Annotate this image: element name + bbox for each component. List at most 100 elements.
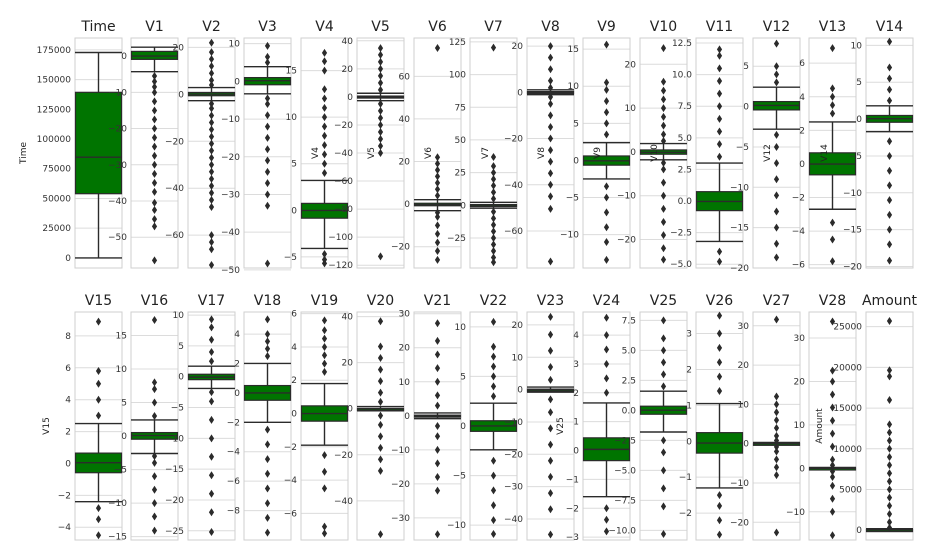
outlier-point xyxy=(547,42,554,51)
y-tick-label: 2.5 xyxy=(678,165,692,175)
outlier-point xyxy=(377,455,384,464)
outlier-point xyxy=(264,425,271,434)
outlier-point xyxy=(377,127,384,136)
outlier-point xyxy=(829,473,836,482)
outlier-point xyxy=(264,122,271,131)
outlier-point xyxy=(151,115,158,124)
outlier-point xyxy=(151,472,158,481)
outlier-point xyxy=(208,181,215,190)
outlier-point xyxy=(603,515,610,524)
y-tick-label: 50 xyxy=(455,136,467,146)
y-tick-label: −5 xyxy=(849,152,862,162)
outlier-point xyxy=(829,494,836,503)
outlier-point xyxy=(490,220,497,229)
y-tick-label: 10 xyxy=(568,82,580,92)
outlier-point xyxy=(660,104,667,113)
subplot-title: V17 xyxy=(198,293,225,309)
outlier-point xyxy=(434,350,441,359)
outlier-point xyxy=(95,411,102,420)
outlier-point xyxy=(660,86,667,95)
axes-frame xyxy=(526,37,575,269)
y-tick-label: 5.0 xyxy=(622,346,637,356)
outlier-point xyxy=(660,44,667,53)
y-tick-label: −5 xyxy=(736,143,749,153)
outlier-point xyxy=(208,357,215,366)
outlier-point xyxy=(264,133,271,142)
y-tick-label: 6 xyxy=(291,310,297,320)
outlier-point xyxy=(377,365,384,374)
outlier-point xyxy=(660,448,667,457)
outlier-point xyxy=(716,247,723,256)
outlier-point xyxy=(773,471,780,480)
outlier-point xyxy=(264,179,271,188)
outlier-point xyxy=(603,313,610,322)
y-tick-label: 10.0 xyxy=(672,71,692,81)
outlier-point xyxy=(886,316,893,325)
subplot-title: V24 xyxy=(593,293,620,309)
y-tick-label: 0 xyxy=(178,90,184,100)
outlier-point xyxy=(490,168,497,177)
subplot-v11: −5.0 −2.5 0.0 2.5 5.0 7.5 10.0 12.5 V11 xyxy=(670,19,744,270)
outlier-point xyxy=(716,329,723,338)
outlier-point xyxy=(377,78,384,87)
y-tick-label: −20 xyxy=(504,450,523,460)
outlier-point xyxy=(547,122,554,131)
y-tick-label: 2 xyxy=(686,365,692,375)
outlier-point xyxy=(434,238,441,247)
outlier-point xyxy=(773,528,780,537)
outlier-point xyxy=(95,379,102,388)
outlier-point xyxy=(829,84,836,93)
outlier-point xyxy=(434,364,441,373)
outlier-point xyxy=(377,317,384,326)
outlier-point xyxy=(151,499,158,508)
outlier-point xyxy=(886,428,893,437)
outlier-point xyxy=(208,231,215,240)
outlier-point xyxy=(660,231,667,240)
y-axis-label: V5 xyxy=(367,147,377,159)
outlier-point xyxy=(377,342,384,351)
outlier-point xyxy=(434,229,441,238)
subplot-title: V23 xyxy=(537,293,564,309)
outlier-point xyxy=(264,190,271,199)
outlier-point xyxy=(490,181,497,190)
y-tick-label: 4 xyxy=(291,343,297,353)
outlier-point xyxy=(434,319,441,328)
outlier-point xyxy=(321,529,328,538)
y-tick-label: −25 xyxy=(447,234,466,244)
y-tick-label: 10 xyxy=(512,353,524,363)
outlier-point xyxy=(603,78,610,87)
y-tick-label: −5 xyxy=(566,194,579,204)
subplot-title: V21 xyxy=(424,293,451,309)
outlier-point xyxy=(377,57,384,66)
outlier-point xyxy=(773,315,780,324)
y-tick-label: 0 xyxy=(291,410,297,420)
outlier-point xyxy=(264,528,271,537)
outlier-point xyxy=(603,345,610,354)
subplot-title: V6 xyxy=(428,19,447,35)
y-tick-label: −20 xyxy=(334,121,353,131)
subplot-v26: −2 −1 0 1 2 3 V26 xyxy=(679,293,744,541)
outlier-point xyxy=(434,445,441,454)
outlier-point xyxy=(490,227,497,236)
outlier-point xyxy=(603,255,610,264)
outlier-point xyxy=(660,77,667,86)
outlier-point xyxy=(434,246,441,255)
y-tick-label: 20 xyxy=(399,158,411,168)
subplot-v20: −40 −20 0 20 40 V20 xyxy=(334,293,405,541)
outlier-point xyxy=(208,452,215,461)
outlier-point xyxy=(264,469,271,478)
y-tick-label: 0 xyxy=(799,160,805,170)
y-tick-label: 6 xyxy=(799,59,805,69)
outlier-point xyxy=(660,165,667,174)
y-tick-label: −20 xyxy=(221,153,240,163)
outlier-point xyxy=(490,188,497,197)
outlier-point xyxy=(886,395,893,404)
y-tick-label: −10 xyxy=(730,479,749,489)
outlier-point xyxy=(829,390,836,399)
outlier-point xyxy=(264,259,271,268)
y-tick-label: 4 xyxy=(799,93,805,103)
outlier-point xyxy=(264,484,271,493)
y-tick-label: 15 xyxy=(568,45,579,55)
outlier-point xyxy=(829,429,836,438)
y-tick-label: 20 xyxy=(625,60,637,70)
